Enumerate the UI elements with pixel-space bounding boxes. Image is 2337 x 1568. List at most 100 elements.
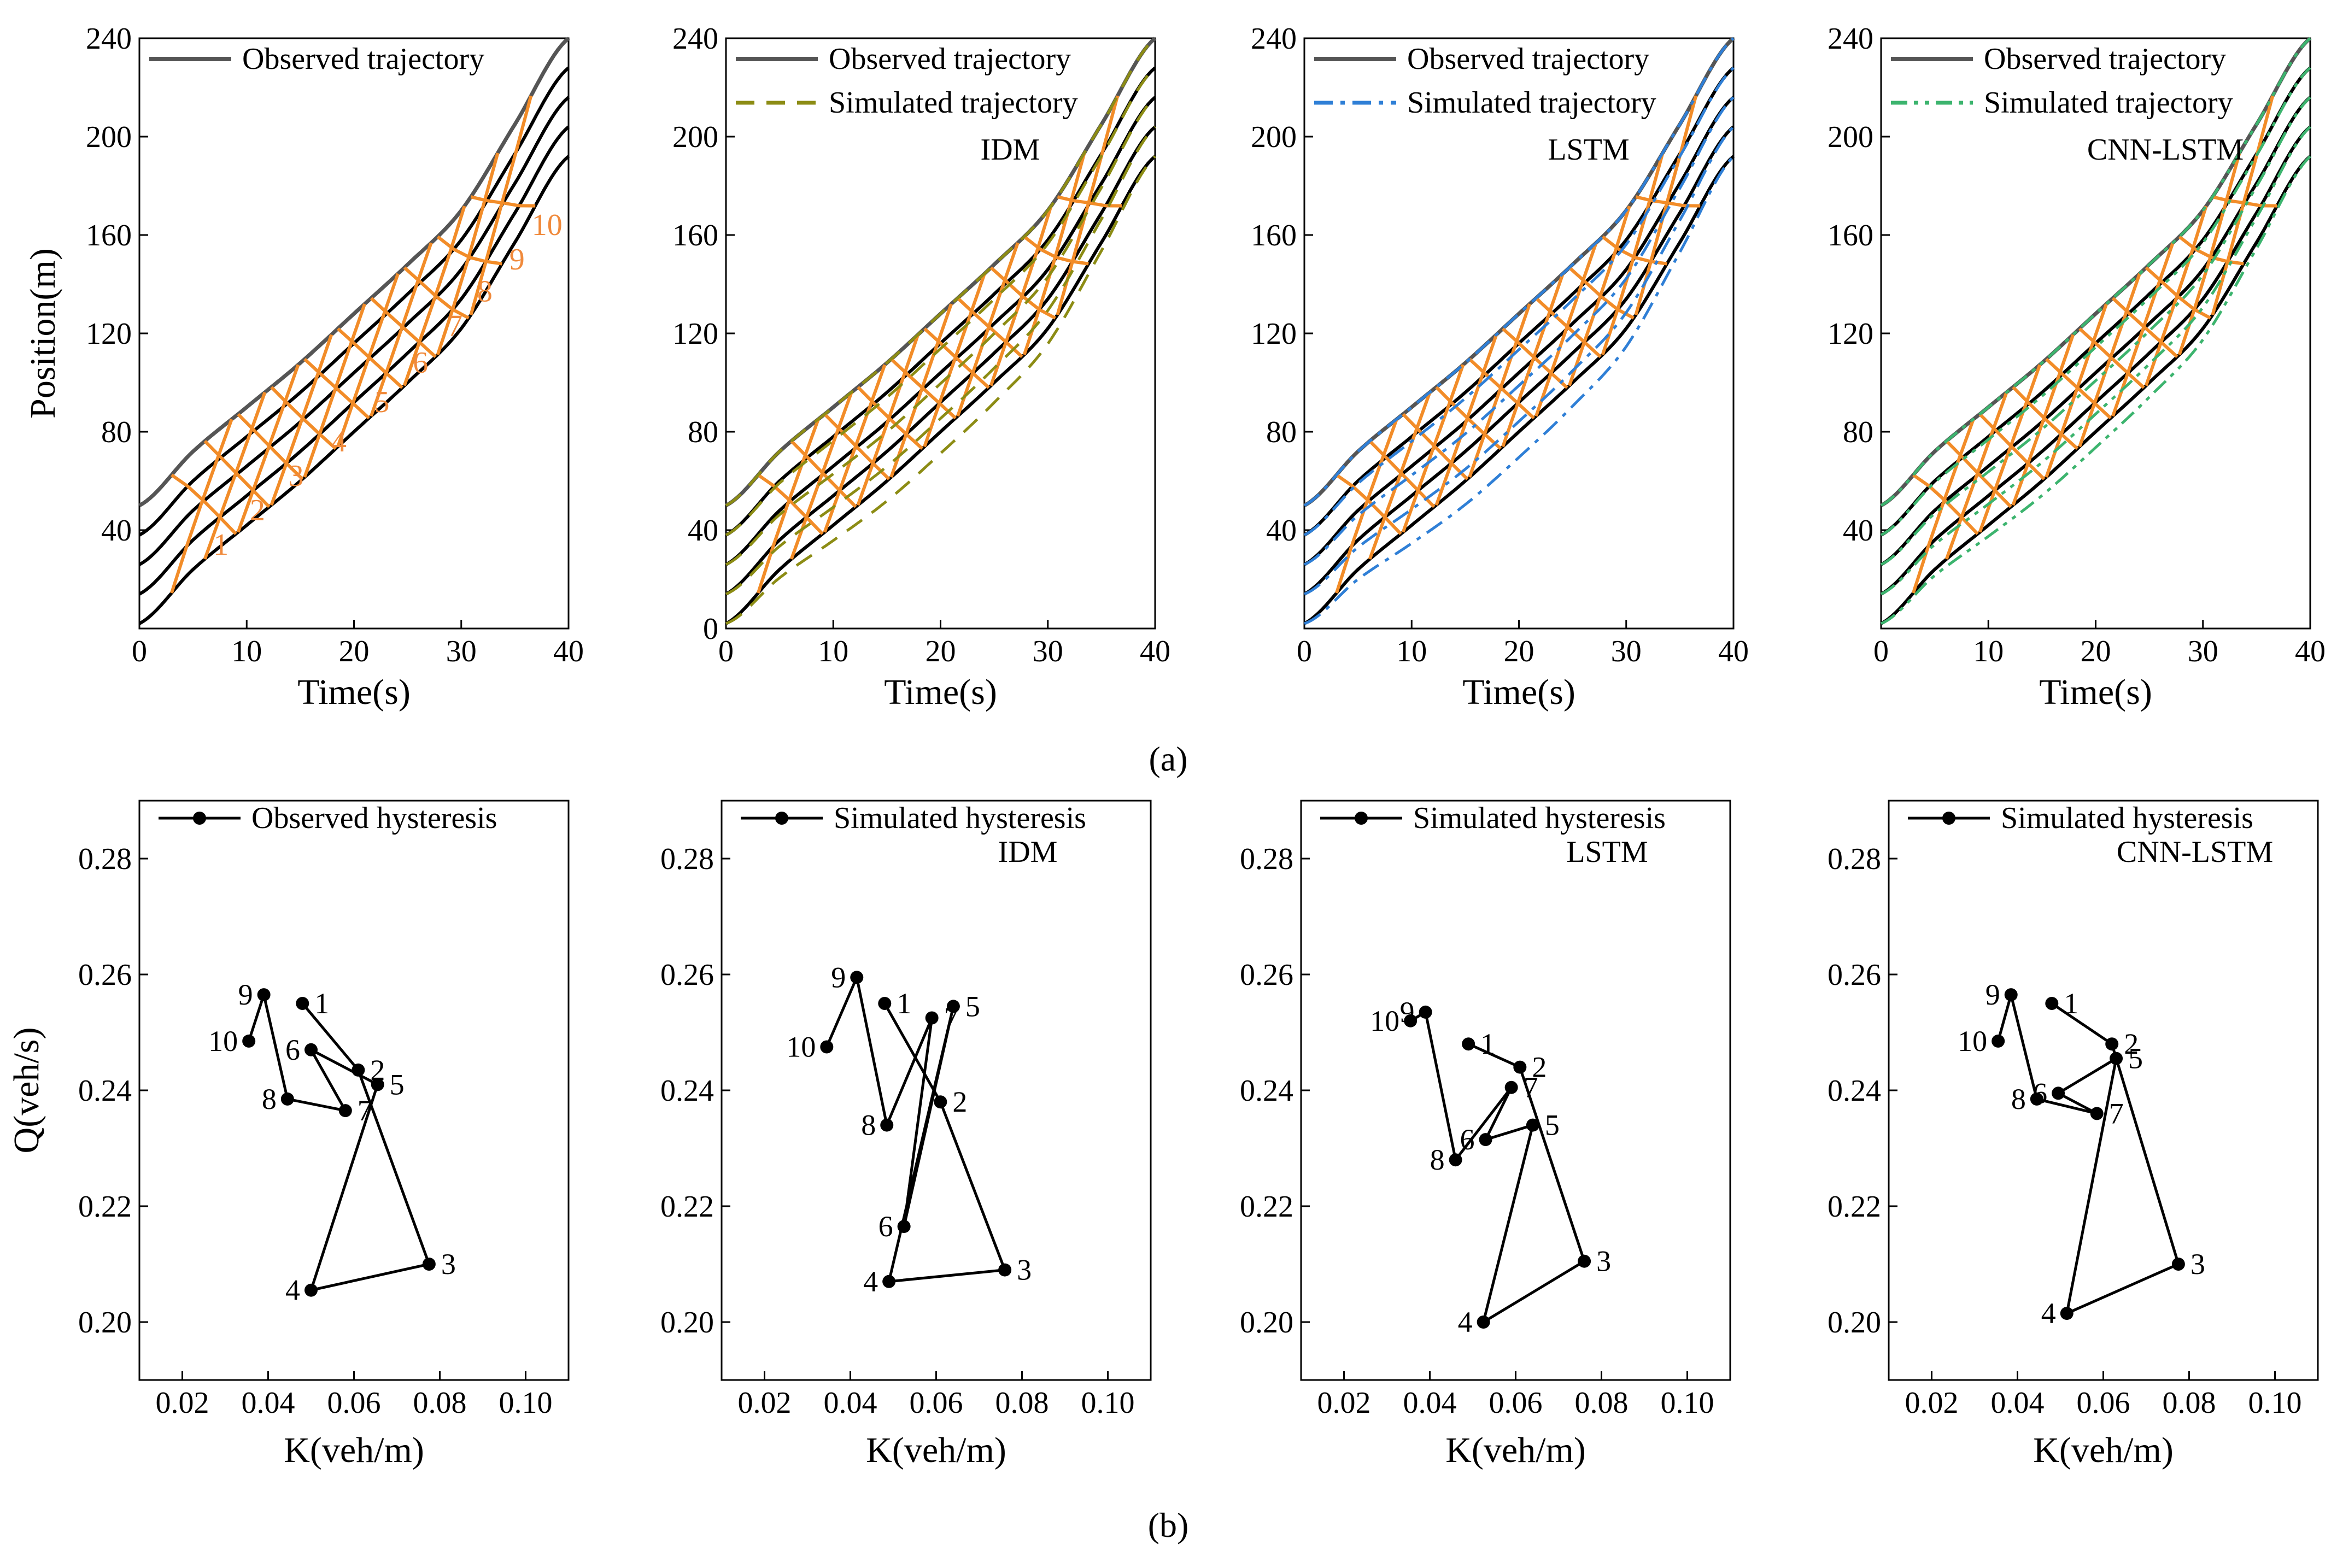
panel-b-label: (b) — [1148, 1506, 1189, 1544]
y-tick-label: 200 — [672, 120, 718, 154]
wave-line — [989, 205, 1053, 386]
hysteresis-point — [2060, 1307, 2074, 1320]
hysteresis-point — [2171, 1258, 2185, 1271]
legend-label: Simulated hysteresis — [2001, 801, 2253, 835]
hysteresis-loop-line — [1996, 989, 2180, 1316]
x-tick-label: 0.02 — [1905, 1386, 1959, 1420]
x-tick-label: 0.04 — [1403, 1386, 1457, 1420]
x-axis-label: Time(s) — [297, 672, 411, 712]
hysteresis-point — [820, 1040, 834, 1054]
y-tick-label: 80 — [1266, 415, 1297, 449]
x-axis-label: Time(s) — [2039, 672, 2152, 712]
y-tick-label: 240 — [1251, 22, 1297, 56]
x-tick-label: 0.08 — [1575, 1386, 1629, 1420]
vehicle-trajectory — [1303, 155, 1735, 625]
x-tick-label: 0.02 — [156, 1386, 209, 1420]
y-tick-label: 0.20 — [78, 1306, 132, 1340]
hysteresis-point — [304, 1043, 318, 1056]
x-tick-label: 0.10 — [499, 1386, 553, 1420]
traj-observed-chart: 0 10 20 30 40 40 80 120 160 200 240 Time(s) Position… — [23, 22, 584, 712]
wave-line — [956, 242, 1020, 417]
hysteresis-point-label: 1 — [314, 987, 329, 1020]
y-tick-label: 200 — [1251, 120, 1297, 154]
wave-line — [823, 364, 887, 533]
simulated-trajectory — [1303, 67, 1735, 537]
hysteresis-point-label: 5 — [390, 1068, 405, 1101]
hysteresis-point — [2110, 1052, 2123, 1065]
x-tick-label: 0.04 — [1991, 1386, 2045, 1420]
vehicle-trajectory — [1880, 155, 2312, 625]
x-tick-label: 0 — [1297, 635, 1312, 668]
wave-line — [1468, 303, 1531, 478]
x-tick-label: 30 — [446, 635, 477, 668]
hysteresis-point-label: 8 — [2011, 1083, 2026, 1115]
hysteresis-point — [878, 997, 892, 1010]
y-tick-label: 0.22 — [1240, 1190, 1293, 1224]
hysteresis-loop-line — [247, 989, 431, 1293]
hysteresis-point-label: 10 — [1370, 1005, 1399, 1037]
simulated-trajectory — [1880, 155, 2311, 625]
wave-line — [370, 242, 433, 417]
hysteresis-point-label: 7 — [358, 1094, 372, 1127]
legend-label: Observed trajectory — [242, 42, 484, 76]
hysteresis-point-label: 1 — [2064, 987, 2078, 1020]
x-axis-label: K(veh/m) — [1445, 1430, 1586, 1470]
y-tick-label: 240 — [86, 22, 132, 56]
hysteresis-point-label: 3 — [1596, 1245, 1611, 1278]
x-tick-label: 0.08 — [2163, 1386, 2216, 1420]
x-tick-label: 0.06 — [1489, 1386, 1543, 1420]
x-tick-label: 30 — [2188, 635, 2218, 668]
wave-line — [1335, 419, 1398, 594]
y-tick-label: 80 — [101, 415, 132, 449]
y-tick-label: 160 — [1828, 219, 1873, 252]
y-tick-label: 40 — [101, 514, 132, 548]
y-tick-label: 0.20 — [1240, 1306, 1293, 1340]
legend-label: Simulated trajectory — [1407, 86, 1656, 120]
x-tick-label: 0 — [132, 635, 147, 668]
hysteresis-point — [1477, 1316, 1490, 1329]
x-axis-label: K(veh/m) — [2033, 1430, 2174, 1470]
simulated-trajectory — [1304, 155, 1735, 625]
x-tick-label: 10 — [1973, 635, 2004, 668]
hysteresis-point-label: 6 — [1460, 1123, 1475, 1156]
hysteresis-point-label: 2 — [952, 1085, 967, 1118]
x-tick-label: 0.10 — [1081, 1386, 1135, 1420]
y-tick-label: 200 — [86, 120, 132, 154]
hyst-idm-chart: 0.02 0.04 0.06 0.08 0.10 0.20 0.22 0.24 0.26 0.28… — [660, 800, 1152, 1470]
legend-swatch-marker — [193, 812, 206, 825]
y-tick-label: 80 — [688, 415, 718, 449]
hysteresis-point — [2004, 988, 2018, 1002]
y-tick-label: 120 — [672, 317, 718, 351]
wave-line — [1022, 152, 1086, 356]
hysteresis-point-label: 7 — [1524, 1071, 1538, 1104]
hysteresis-point-label: 8 — [1430, 1143, 1445, 1176]
hysteresis-point-label: 4 — [863, 1265, 878, 1298]
hysteresis-point — [2105, 1037, 2119, 1051]
x-tick-label: 0.10 — [2248, 1386, 2302, 1420]
x-tick-label: 10 — [1396, 635, 1427, 668]
legend-label: Observed trajectory — [1984, 42, 2226, 76]
wave-label: 5 — [374, 385, 390, 419]
y-tick-label: 0.28 — [1240, 842, 1293, 876]
model-name-label: IDM — [998, 835, 1058, 869]
x-tick-label: 20 — [926, 635, 956, 668]
y-tick-label: 80 — [1843, 415, 1873, 449]
y-tick-label: 0.26 — [78, 958, 132, 992]
hysteresis-point-label: 7 — [944, 1002, 959, 1035]
y-tick-label: 160 — [672, 219, 718, 252]
traj-idm-chart: 0 10 20 30 40 0 40 80 120 160 200 240 Time(s) Observe… — [672, 22, 1170, 712]
wave-label: 7 — [447, 309, 462, 343]
wave-label: 1 — [213, 528, 229, 562]
simulated-trajectory — [1303, 96, 1735, 566]
model-name-label: CNN-LSTM — [2087, 133, 2244, 167]
hysteresis-point-label: 8 — [861, 1109, 876, 1142]
hysteresis-point — [257, 988, 271, 1002]
y-tick-label: 160 — [1251, 219, 1297, 252]
wave-line — [923, 273, 986, 448]
y-tick-label: 120 — [1251, 317, 1297, 351]
legend-label: Observed trajectory — [1407, 42, 1649, 76]
wave-line — [303, 303, 366, 478]
wave-line — [1368, 391, 1432, 560]
hysteresis-point — [925, 1011, 939, 1025]
hysteresis-point-label: 4 — [285, 1274, 300, 1307]
